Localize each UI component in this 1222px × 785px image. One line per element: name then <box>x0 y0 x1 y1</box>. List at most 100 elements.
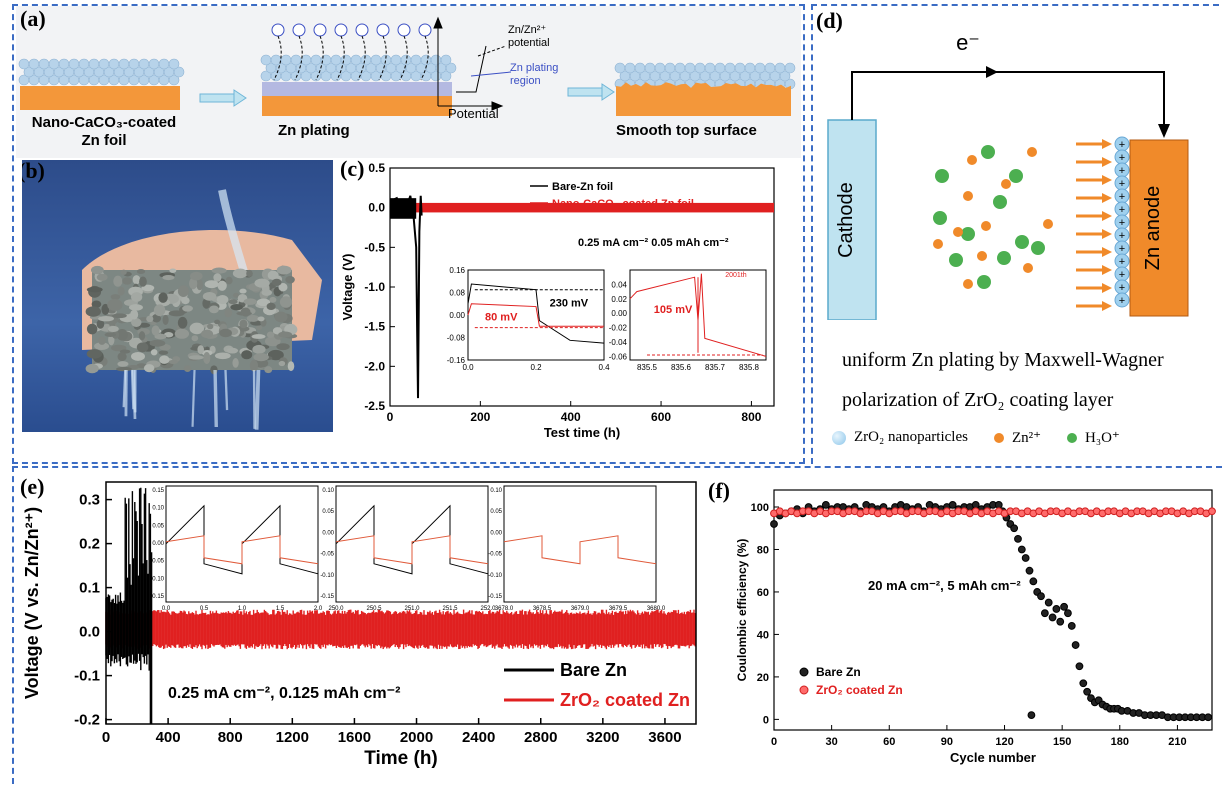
zn-ion <box>953 227 963 237</box>
zro2-particle <box>684 62 696 74</box>
pebble <box>162 274 175 281</box>
inset-y-tick: -0.15 <box>150 594 164 600</box>
zro2-particle <box>38 58 50 70</box>
zro2-particle <box>168 74 180 86</box>
legend-zro2: ZrO₂ coated Zn <box>560 690 690 710</box>
pebble <box>174 328 190 339</box>
plus-sign: + <box>1119 217 1125 229</box>
inset-y-tick: -0.02 <box>609 324 628 333</box>
pebble <box>197 345 204 355</box>
pebble <box>112 313 127 319</box>
zn-ion <box>1043 219 1053 229</box>
pebble <box>226 347 239 354</box>
legend-bare: Bare-Zn foil <box>552 181 613 193</box>
zro2-particle <box>440 70 452 82</box>
pebble <box>149 339 166 347</box>
y-tick-label: 0.3 <box>79 492 100 509</box>
data-point-bare <box>1040 609 1049 618</box>
chart-f-annotation: 20 mA cm⁻², 5 mAh cm⁻² <box>868 578 1021 593</box>
pebble <box>104 332 117 337</box>
pebble <box>159 355 170 364</box>
data-point-bare <box>1060 602 1068 611</box>
plot-frame <box>773 489 1213 731</box>
pebble <box>279 296 293 308</box>
pebble <box>285 276 295 284</box>
data-point-bare <box>1037 592 1045 601</box>
pebble <box>255 325 263 331</box>
coated-foil-left <box>18 58 185 110</box>
pebble <box>204 280 219 289</box>
inset-y-tick: 0.08 <box>449 289 465 298</box>
pebble <box>162 314 169 326</box>
h3o-ion <box>935 169 949 183</box>
zn-ion <box>977 251 987 261</box>
pebble <box>150 349 158 356</box>
pebble <box>232 268 248 279</box>
zro2-particle <box>158 58 170 70</box>
data-point-bare <box>821 500 830 509</box>
water-drip <box>122 369 127 408</box>
inset-y-tick: 0.00 <box>322 530 334 536</box>
h3o-ion <box>933 211 947 225</box>
x-tick-label: 150 <box>1053 736 1071 748</box>
pebble <box>131 292 143 303</box>
pebble <box>107 325 119 332</box>
pebble <box>183 365 192 372</box>
pebble <box>168 359 179 365</box>
plot-frame <box>105 481 697 725</box>
zro2-particle <box>390 54 402 66</box>
pebble <box>169 268 177 273</box>
data-point-bare <box>1021 554 1030 562</box>
pebble <box>132 275 141 285</box>
series-bare-group <box>105 487 153 724</box>
pebble <box>190 271 203 281</box>
inset-x-tick: 3678.0 <box>495 606 514 612</box>
zro2-particle <box>58 58 70 70</box>
field-arrowhead <box>1102 265 1112 275</box>
zro2-particle <box>360 54 372 66</box>
zro2-particle <box>674 62 686 74</box>
inset-x-tick: 0.4 <box>598 363 610 372</box>
zro2-particle <box>714 62 726 74</box>
inset-x-tick: 1.0 <box>238 606 247 612</box>
zro2-particle <box>98 58 110 70</box>
inset-label-105: 105 mV <box>654 304 693 316</box>
y-axis-title: Voltage (V vs. Zn/Zn²⁺) <box>22 507 42 699</box>
annot-plating-region: Zn plating region <box>510 62 558 88</box>
pebble <box>110 294 121 300</box>
data-point-bare <box>994 500 1003 509</box>
legend-zro2: ZrO₂ coated Zn <box>816 683 903 697</box>
zro2-particle <box>280 54 292 66</box>
water-drip <box>130 369 135 410</box>
zro2-particle <box>78 58 90 70</box>
pebble <box>278 360 286 367</box>
ion-path <box>399 35 408 81</box>
x-tick-label: 120 <box>995 736 1013 748</box>
field-arrowhead <box>1102 283 1112 293</box>
zro2-particle <box>734 62 746 74</box>
legend-zn-text: Zn²⁺ <box>1011 430 1042 446</box>
x-axis-title: Time (h) <box>364 748 438 769</box>
zro2-particle <box>28 58 40 70</box>
series-bare-band <box>390 198 417 219</box>
inset-x-tick: 3679.0 <box>571 606 590 612</box>
panel-f-label: (f) <box>708 478 730 503</box>
zro2-particle <box>370 54 382 66</box>
h3o-ion <box>997 251 1011 265</box>
zro2-particle <box>634 62 646 74</box>
pebble <box>239 319 248 329</box>
inset-y-tick: -0.05 <box>320 552 334 558</box>
inset-y-tick: 0.05 <box>490 509 502 515</box>
y-axis-title: Coulombic efficiency (%) <box>735 539 749 682</box>
x-tick-label: 90 <box>941 736 953 748</box>
pebble <box>128 304 143 311</box>
ion-path <box>294 35 303 81</box>
zro2-particle <box>18 58 30 70</box>
x-tick-label: 2000 <box>400 729 433 746</box>
zro2-particle <box>624 62 636 74</box>
annot-potential-axis: Potential <box>448 106 499 121</box>
panel-abc-frame <box>12 4 805 464</box>
pebble <box>252 344 266 354</box>
pebble <box>101 303 110 315</box>
x-tick-label: 800 <box>218 729 243 746</box>
